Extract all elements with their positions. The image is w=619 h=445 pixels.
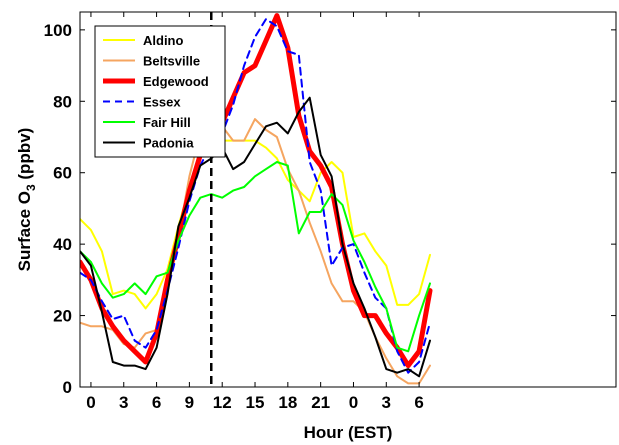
- y-axis-label-subscript: 3: [24, 184, 38, 191]
- y-tick-label: 0: [63, 378, 72, 397]
- y-axis-label: Surface O3 (ppbv): [15, 128, 38, 272]
- series-line-padonia: [80, 96, 431, 378]
- legend-label-padonia: Padonia: [143, 136, 194, 151]
- x-tick-label: 15: [246, 393, 265, 412]
- x-tick-label: 3: [119, 393, 128, 412]
- x-tick-label: 18: [278, 393, 297, 412]
- x-tick-label: 6: [152, 393, 161, 412]
- legend-label-edgewood: Edgewood: [143, 74, 209, 89]
- series-line-aldino: [80, 139, 431, 310]
- y-axis-label-base: Surface O: [15, 191, 34, 271]
- x-tick-label: 6: [414, 393, 423, 412]
- series-line-edgewood: [80, 13, 433, 369]
- x-ticks-layer: 0 3 6 9 12 15 18 21 0 3 6: [86, 12, 424, 412]
- x-tick-label: 21: [311, 393, 330, 412]
- legend-label-essex: Essex: [143, 95, 181, 110]
- y-axis-label-unit: (ppbv): [15, 128, 34, 185]
- x-axis-label: Hour (EST): [304, 423, 393, 442]
- y-tick-label: 40: [53, 235, 72, 254]
- series-line-essex: [80, 18, 431, 374]
- legend-label-beltsville: Beltsville: [143, 54, 200, 69]
- plot-frame: [79, 11, 617, 388]
- x-tick-label: 9: [185, 393, 194, 412]
- series-line-fair-hill: [80, 161, 431, 353]
- legend-box: [94, 25, 226, 158]
- series-layer: [80, 13, 433, 385]
- x-tick-label: 3: [382, 393, 391, 412]
- legend-label-fair-hill: Fair Hill: [143, 115, 191, 130]
- y-tick-label: 20: [53, 307, 72, 326]
- legend: Aldino Beltsville Edgewood Essex Fair Hill Pa…: [94, 25, 226, 158]
- legend-label-aldino: Aldino: [143, 33, 183, 48]
- y-ticks-layer: 0 20 40 60 80 100: [44, 21, 616, 397]
- x-tick-label: 12: [213, 393, 232, 412]
- x-tick-label: 0: [86, 393, 95, 412]
- y-tick-label: 80: [53, 92, 72, 111]
- y-tick-label: 60: [53, 164, 72, 183]
- x-tick-label: 0: [349, 393, 358, 412]
- y-tick-label: 100: [44, 21, 72, 40]
